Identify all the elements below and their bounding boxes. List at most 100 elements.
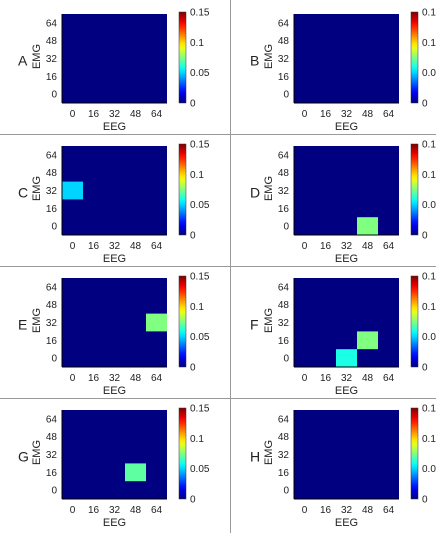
colorbar-tick-label: 0.15 xyxy=(190,404,210,415)
heatmap-cell xyxy=(62,181,83,200)
colorbar-tick-label: 0 xyxy=(190,231,196,242)
heatmap-chart: D 0 16 32 48 64 0 16 32 48 64 EEG EMG 0 0.05 0.1 0.15 xyxy=(250,140,436,266)
y-tick-label: 48 xyxy=(278,168,290,179)
y-tick-label: 0 xyxy=(51,486,57,497)
y-axis-title: EMG xyxy=(31,44,43,69)
panel-label: F xyxy=(250,317,259,333)
y-tick-label: 32 xyxy=(46,54,58,65)
panel-label: A xyxy=(18,53,28,69)
x-tick-label: 64 xyxy=(383,241,395,252)
colorbar xyxy=(410,143,419,236)
colorbar-tick-label: 0.15 xyxy=(422,404,436,415)
colorbar-tick-label: 0.1 xyxy=(422,38,436,49)
x-tick-label: 16 xyxy=(320,373,332,384)
x-tick-label: 32 xyxy=(341,505,353,516)
y-tick-label: 0 xyxy=(283,486,289,497)
panel-h: H 0 16 32 48 64 0 16 32 48 64 EEG EMG 0 0.05 0.1 0.15 xyxy=(232,396,436,530)
y-axis-title: EMG xyxy=(31,176,43,201)
heatmap-chart: C 0 16 32 48 64 0 16 32 48 64 EEG EMG 0 0.05 0.1 0.15 xyxy=(18,140,210,266)
y-tick-label: 16 xyxy=(46,468,58,479)
x-tick-label: 0 xyxy=(70,373,76,384)
colorbar-tick-label: 0 xyxy=(190,363,196,374)
colorbar-tick-label: 0.05 xyxy=(422,464,436,475)
colorbar-tick-label: 0.05 xyxy=(422,200,436,211)
colorbar-tick-label: 0.1 xyxy=(190,434,204,445)
colorbar-tick-label: 0.15 xyxy=(190,272,210,283)
y-tick-label: 48 xyxy=(46,36,58,47)
x-tick-label: 64 xyxy=(383,109,395,120)
x-tick-label: 64 xyxy=(383,505,395,516)
panel-c: C 0 16 32 48 64 0 16 32 48 64 EEG EMG 0 0.05 0.1 0.15 xyxy=(0,132,218,266)
panel-g: G 0 16 32 48 64 0 16 32 48 64 EEG EMG 0 0.05 0.1 0.15 xyxy=(0,396,218,530)
x-tick-label: 0 xyxy=(302,109,308,120)
y-axis-title: EMG xyxy=(263,176,275,201)
panel-d: D 0 16 32 48 64 0 16 32 48 64 EEG EMG 0 0.05 0.1 0.15 xyxy=(232,132,436,266)
heatmap-background xyxy=(62,14,167,103)
colorbar-tick-label: 0.05 xyxy=(190,200,210,211)
x-tick-label: 32 xyxy=(109,373,121,384)
x-tick-label: 16 xyxy=(320,505,332,516)
row-divider-1 xyxy=(0,134,436,135)
y-tick-label: 32 xyxy=(46,318,58,329)
colorbar xyxy=(178,407,187,500)
colorbar-tick-label: 0.15 xyxy=(422,8,436,19)
heatmap-chart: H 0 16 32 48 64 0 16 32 48 64 EEG EMG 0 0.05 0.1 0.15 xyxy=(250,404,436,530)
heatmap-cell xyxy=(357,331,378,350)
x-tick-label: 64 xyxy=(151,373,163,384)
colorbar-tick-label: 0 xyxy=(422,363,428,374)
y-axis-title: EMG xyxy=(263,308,275,333)
x-tick-label: 32 xyxy=(109,241,121,252)
colorbar-tick-label: 0 xyxy=(422,495,428,506)
x-tick-label: 16 xyxy=(88,373,100,384)
colorbar-tick-label: 0.05 xyxy=(190,68,210,79)
x-tick-label: 32 xyxy=(341,241,353,252)
x-tick-label: 16 xyxy=(320,241,332,252)
heatmap-background xyxy=(294,410,399,499)
y-tick-label: 64 xyxy=(46,414,58,425)
heatmap-background xyxy=(294,146,399,235)
x-tick-label: 48 xyxy=(362,241,374,252)
x-tick-label: 16 xyxy=(320,109,332,120)
x-axis-title: EEG xyxy=(335,121,358,133)
panel-e: E 0 16 32 48 64 0 16 32 48 64 EEG EMG 0 0.05 0.1 0.15 xyxy=(0,264,218,398)
x-tick-label: 48 xyxy=(362,109,374,120)
x-tick-label: 32 xyxy=(341,109,353,120)
y-tick-label: 48 xyxy=(46,432,58,443)
colorbar-tick-label: 0.1 xyxy=(422,434,436,445)
y-axis-title: EMG xyxy=(31,440,43,465)
x-tick-label: 64 xyxy=(151,109,163,120)
x-axis-title: EEG xyxy=(103,121,126,133)
x-axis-title: EEG xyxy=(103,385,126,397)
colorbar xyxy=(178,143,187,236)
heatmap-background xyxy=(294,14,399,103)
x-tick-label: 32 xyxy=(341,373,353,384)
x-tick-label: 32 xyxy=(109,109,121,120)
x-axis-title: EEG xyxy=(335,385,358,397)
colorbar-tick-label: 0.1 xyxy=(422,170,436,181)
heatmap-cell xyxy=(125,463,146,482)
heatmap-chart: B 0 16 32 48 64 0 16 32 48 64 EEG EMG 0 0.05 0.1 0.15 xyxy=(250,8,436,134)
y-tick-label: 16 xyxy=(278,468,290,479)
x-tick-label: 64 xyxy=(151,505,163,516)
colorbar xyxy=(178,275,187,368)
row-divider-3 xyxy=(0,398,436,399)
y-tick-label: 0 xyxy=(51,222,57,233)
colorbar-tick-label: 0.1 xyxy=(190,38,204,49)
x-tick-label: 16 xyxy=(88,241,100,252)
x-axis-title: EEG xyxy=(335,517,358,529)
y-tick-label: 16 xyxy=(46,336,58,347)
colorbar xyxy=(410,407,419,500)
y-tick-label: 48 xyxy=(278,36,290,47)
y-tick-label: 32 xyxy=(278,54,290,65)
y-tick-label: 48 xyxy=(46,168,58,179)
heatmap-chart: A 0 16 32 48 64 0 16 32 48 64 EEG EMG 0 0.05 0.1 0.15 xyxy=(18,8,210,134)
y-tick-label: 64 xyxy=(46,150,58,161)
x-tick-label: 48 xyxy=(362,373,374,384)
x-tick-label: 16 xyxy=(88,505,100,516)
colorbar-tick-label: 0.1 xyxy=(190,302,204,313)
x-tick-label: 48 xyxy=(130,373,142,384)
x-tick-label: 32 xyxy=(109,505,121,516)
y-tick-label: 48 xyxy=(278,300,290,311)
x-tick-label: 64 xyxy=(151,241,163,252)
